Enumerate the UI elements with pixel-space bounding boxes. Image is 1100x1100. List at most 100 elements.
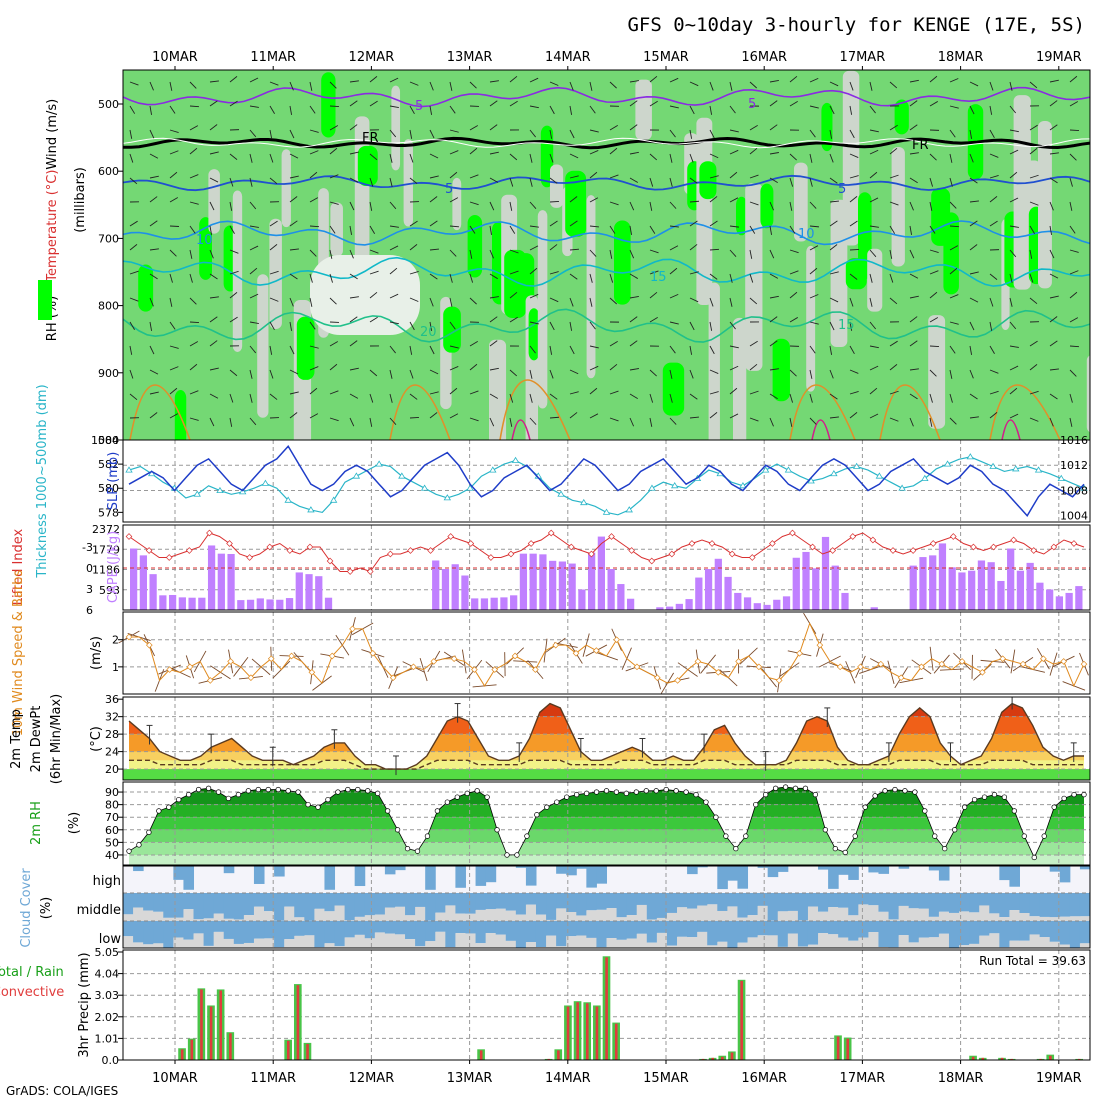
top-date-label: 19MAR	[1036, 50, 1082, 65]
wind-barb	[569, 153, 579, 159]
wind-barb	[189, 174, 199, 179]
rh-moist-patch	[296, 316, 315, 380]
cloud-block	[707, 893, 718, 905]
wind-barb	[249, 293, 259, 299]
cloud-clear	[223, 918, 235, 921]
wind-barb	[169, 273, 173, 283]
rh-marker	[255, 786, 261, 793]
cloud-clear	[858, 937, 869, 948]
wind-barb	[189, 249, 193, 259]
cloud-clear	[384, 933, 396, 948]
rh-marker	[991, 791, 998, 798]
wind-barb	[569, 105, 573, 115]
wind-barb	[129, 345, 133, 355]
cloud-block	[233, 921, 245, 944]
li-marker	[829, 547, 837, 554]
wind-barb	[389, 267, 398, 275]
rh-band	[150, 817, 1084, 830]
thickness-marker	[398, 472, 406, 479]
wind-barb	[329, 81, 337, 89]
bottom-date-label: 15MAR	[643, 1071, 689, 1086]
wind-barb	[849, 249, 860, 251]
wind-barb	[1069, 417, 1073, 427]
cloud-clear	[334, 946, 346, 948]
wind-barb	[729, 149, 739, 155]
wind-barb	[869, 129, 879, 133]
wind-barb	[389, 201, 397, 210]
wind-marker	[735, 658, 742, 665]
wind-barb	[809, 153, 813, 163]
cloud-block	[153, 893, 164, 912]
wind-barb	[829, 105, 835, 115]
cape-bar	[792, 557, 800, 610]
wind-barb	[429, 153, 439, 159]
wind-barb	[989, 81, 994, 91]
wind-marker	[288, 652, 295, 660]
cape-bar	[987, 562, 995, 610]
wind-barb	[329, 417, 339, 422]
cloud-block	[818, 866, 829, 870]
cloud-block	[193, 921, 205, 934]
wind-barb	[669, 417, 677, 425]
wind-marker	[877, 660, 885, 668]
cloud-block	[727, 921, 738, 948]
rh-marker	[623, 790, 630, 796]
wind-barb	[649, 75, 658, 83]
wind-barb	[1009, 273, 1013, 283]
wind-barb	[349, 393, 359, 399]
cloud-block	[737, 866, 749, 889]
cloud-clear	[727, 906, 738, 921]
cloud-block	[505, 921, 517, 941]
wind-barb	[549, 297, 559, 303]
li-marker	[567, 543, 575, 551]
thickness-marker	[466, 484, 474, 491]
tick-label: 578	[98, 506, 119, 519]
wind-barb	[869, 321, 877, 330]
tick-label: 60	[105, 824, 119, 837]
cape-bar	[1046, 589, 1054, 610]
wind-barb	[889, 201, 899, 206]
wind-barb	[169, 171, 178, 179]
wind-barb	[289, 175, 299, 179]
wind-barb	[609, 363, 618, 371]
wind-marker	[206, 677, 214, 684]
rh-marker	[832, 846, 838, 852]
cloud-block	[223, 866, 235, 874]
wind-barb	[409, 345, 413, 355]
wind-barb	[709, 196, 718, 203]
rh-marker	[932, 833, 938, 839]
cloud-clear	[938, 911, 950, 921]
rh-moist-patch	[357, 145, 378, 186]
cape-bar	[130, 548, 138, 610]
wind-barb	[129, 129, 133, 139]
wind-barb	[1069, 225, 1076, 234]
wind-barb	[129, 153, 134, 163]
cloud-block	[1079, 921, 1091, 944]
wind-barb	[949, 369, 953, 379]
wind-barb	[429, 345, 435, 355]
cloud-clear	[525, 942, 537, 948]
cloud-clear	[465, 913, 477, 921]
bottom-date-label: 14MAR	[545, 1071, 591, 1086]
wind-marker	[125, 633, 133, 641]
wind-barb	[129, 81, 139, 86]
cloud-clear	[495, 908, 507, 921]
cloud-frame	[122, 865, 1091, 949]
cloud-block	[898, 866, 910, 869]
rh-marker	[544, 804, 550, 810]
wind-marker	[1040, 655, 1047, 663]
wind-barb	[949, 225, 960, 228]
temp-label-1: 2m Temp	[9, 709, 24, 769]
cloud-block	[777, 866, 789, 872]
top-date-label: 18MAR	[938, 50, 984, 65]
rh-marker	[554, 799, 560, 805]
wind-barb	[989, 273, 998, 280]
precip-frame	[122, 949, 1091, 1061]
convection-contour	[789, 384, 856, 440]
wind-barb	[569, 273, 578, 280]
rh-marker	[613, 789, 620, 795]
wind-barb	[789, 270, 799, 275]
li-marker	[145, 547, 153, 554]
wind-barb	[549, 369, 554, 379]
